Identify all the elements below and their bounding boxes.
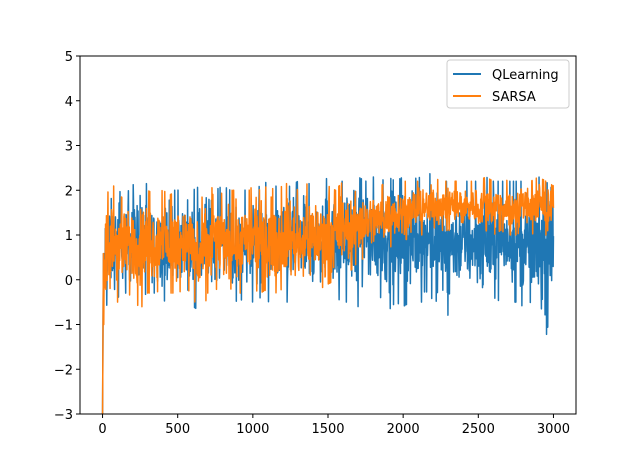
legend: QLearning SARSA: [446, 59, 570, 109]
y-axis: −3 −2 −1 0 1 2 3 4 5: [54, 50, 80, 423]
y-tick-label: 5: [65, 50, 73, 65]
y-tick-label: 4: [65, 95, 73, 110]
x-axis: 0 500 1000 1500 2000 2500 3000: [98, 414, 570, 437]
x-tick-label: 0: [98, 422, 106, 437]
y-tick-label: −2: [54, 363, 73, 378]
x-tick-label: 2000: [387, 422, 420, 437]
y-tick-label: 1: [65, 229, 73, 244]
x-tick-label: 3000: [537, 422, 570, 437]
x-tick-label: 1500: [311, 422, 344, 437]
y-tick-label: 3: [65, 140, 73, 155]
y-tick-label: 0: [65, 274, 73, 289]
y-tick-label: −1: [54, 319, 73, 334]
legend-label-qlearning: QLearning: [492, 68, 559, 83]
x-tick-label: 2500: [462, 422, 495, 437]
legend-label-sarsa: SARSA: [492, 90, 536, 105]
y-tick-label: 2: [65, 184, 73, 199]
x-tick-label: 1000: [236, 422, 269, 437]
x-tick-label: 500: [165, 422, 190, 437]
plot-area: [101, 173, 555, 414]
series-line-sarsa: [101, 176, 555, 414]
y-tick-label: −3: [54, 408, 73, 423]
